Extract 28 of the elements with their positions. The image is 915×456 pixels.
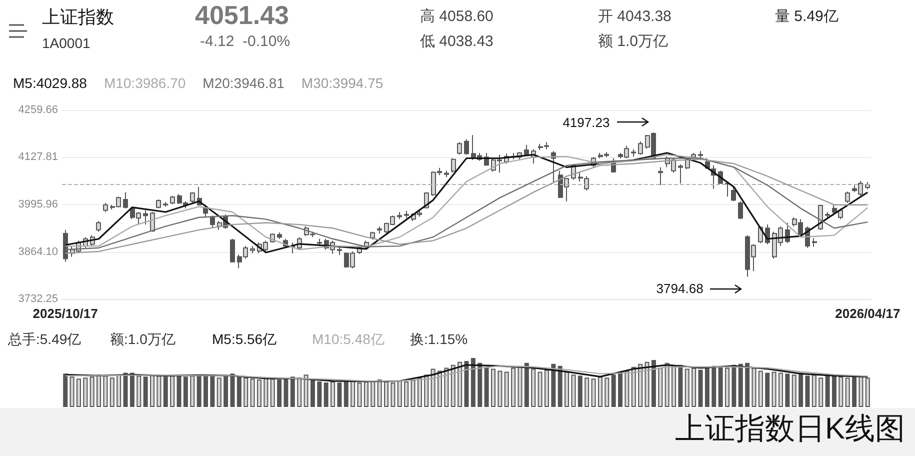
chart-subtitle: 1A0001 [42,35,90,51]
text: 4051.43 [195,0,289,30]
chart-title: 上证指数 [42,7,114,27]
text: 总手:5.49亿 [7,331,82,347]
y-tick-label: 3995.96 [18,198,58,210]
text: 额 1.0万亿 [598,33,668,50]
text: 开 4043.38 [598,8,672,25]
text: M5:5.56亿 [212,331,277,347]
annotation: 3794.68 [656,281,704,296]
text: 换:1.15% [410,331,468,347]
text: M5:4029.88 [13,75,88,91]
text: 低 4038.43 [420,33,494,50]
text: 量 5.49亿 [775,8,838,25]
y-tick-label: 4127.81 [18,151,58,164]
text: M10:3986.70 [104,75,186,91]
y-tick-label: 3732.25 [18,293,58,305]
text: 额:1.0万亿 [110,331,176,347]
text: M10:5.48亿 [312,331,384,347]
text: 高 4058.60 [420,8,494,25]
text: -4.12 -0.10% [200,33,290,50]
text: M20:3946.81 [202,75,285,91]
text: 上证指数日K线图 [674,412,906,446]
annotation: 4197.23 [562,114,610,130]
text: M30:3994.75 [301,75,384,91]
y-tick-label: 4259.66 [18,104,58,116]
x-tick-label: 2026/04/17 [835,306,900,321]
y-tick-label: 3864.10 [18,246,58,258]
x-tick-label: 2025/10/17 [32,306,98,321]
